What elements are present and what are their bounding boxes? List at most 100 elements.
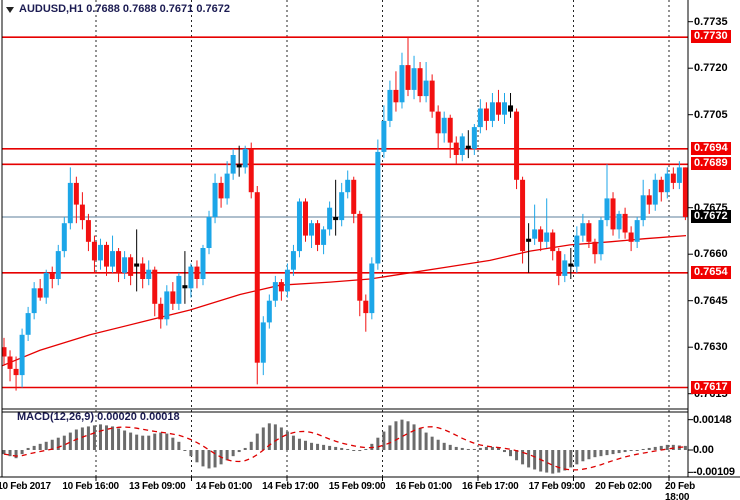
macd-histogram-bar [502,450,506,453]
candle-body [248,148,254,193]
macd-histogram-bar [460,447,464,450]
candle-body [520,179,526,252]
candle-body [25,313,31,335]
candle-body [580,223,586,236]
macd-histogram-bar [225,450,229,461]
candle-body [266,300,272,323]
macd-histogram-bar [376,437,380,450]
time-axis-label: 10 Feb 2017 [0,481,51,492]
candle-body [85,220,91,242]
candle-body [110,251,116,267]
candle-body [176,275,182,304]
macd-histogram-bar [545,450,549,473]
macd-histogram-bar [322,444,326,450]
macd-histogram-bar [394,421,398,450]
candle-body [423,80,429,97]
candle-body [91,241,97,261]
candle-body [200,248,206,279]
candle-body [31,288,37,314]
candle-body [532,229,538,239]
candle-body [550,232,556,252]
price-tick-label: 0.7645 [694,294,728,307]
macd-histogram-bar [183,450,187,451]
candle-body [1,347,7,357]
candle-body [501,102,507,115]
macd-histogram-bar [44,441,48,450]
macd-histogram-bar [117,428,121,450]
macd-histogram-bar [273,424,277,450]
macd-histogram-bar [611,450,615,455]
candle-body [417,68,423,97]
candle-body [296,201,302,252]
macd-histogram-bar [340,447,344,450]
candle-body [309,223,315,236]
candle-body [73,182,79,205]
macd-histogram-bar [563,450,567,471]
macd-histogram-bar [231,450,235,457]
candle-body [254,192,260,363]
candle-body [544,232,550,242]
macd-histogram-bar [189,450,193,457]
candle-body [556,251,562,276]
time-axis-label: 14 Feb 01:00 [195,481,253,492]
macd-histogram-bar [334,446,338,450]
macd-histogram-bar [86,426,90,450]
macd-histogram-bar [237,450,241,453]
macd-histogram-bar [623,450,627,453]
candle-body [339,192,345,221]
candle-body [652,179,658,205]
candle-body [236,164,242,168]
candle-body [562,260,568,276]
macd-tick-label: 0.00148 [693,413,732,426]
candle-body [152,269,158,304]
macd-histogram-bar [255,433,259,450]
candle-body [61,223,67,252]
time-axis-label: 14 Feb 17:00 [262,481,319,492]
macd-histogram-bar [641,448,645,450]
candle-body [260,322,266,363]
macd-histogram-bar [418,428,422,450]
macd-histogram-bar [105,425,109,450]
macd-histogram-bar [92,425,96,450]
candle-body [79,204,85,221]
macd-histogram-bar [484,446,488,450]
time-axis-label: 13 Feb 09:00 [128,481,186,492]
macd-histogram-bar [291,435,295,450]
candle-body [387,89,393,121]
candle-body [182,285,188,289]
candle-body [134,263,140,267]
macd-histogram-bar [111,426,115,450]
macd-histogram-bar [8,450,12,457]
candle-body [194,266,200,279]
candle-body [351,179,357,214]
macd-histogram-bar [539,450,543,472]
candle-body [489,102,495,121]
macd-histogram-bar [32,445,36,450]
macd-histogram-bar [509,450,513,457]
macd-histogram-bar [406,421,410,450]
macd-histogram-bar [2,450,6,455]
candle-body [290,251,296,270]
candle-body [369,263,375,314]
macd-indicator-label: MACD(12,26,9) 0.00020 0.00018 [17,411,180,423]
candle-body [634,220,640,242]
macd-histogram-bar [521,450,525,465]
candle-body [405,65,411,90]
candle-body [568,263,574,267]
candle-body [477,108,483,128]
candle-body [164,291,170,320]
candle-body [441,117,447,134]
candle-body [13,368,19,376]
macd-histogram-bar [297,438,301,450]
macd-histogram-bar [454,446,458,450]
level-price-label: 0.7617 [691,380,731,394]
chart-title: AUDUSD,H1 0.7688 0.7688 0.7671 0.7672 [19,3,230,15]
candle-body [97,244,103,261]
candle-body [122,257,128,273]
candle-body [538,229,544,242]
time-axis-label: 20 Feb 02:00 [595,481,652,492]
macd-histogram-bar [316,443,320,450]
candle-body [586,223,592,242]
macd-histogram-bar [551,450,555,474]
